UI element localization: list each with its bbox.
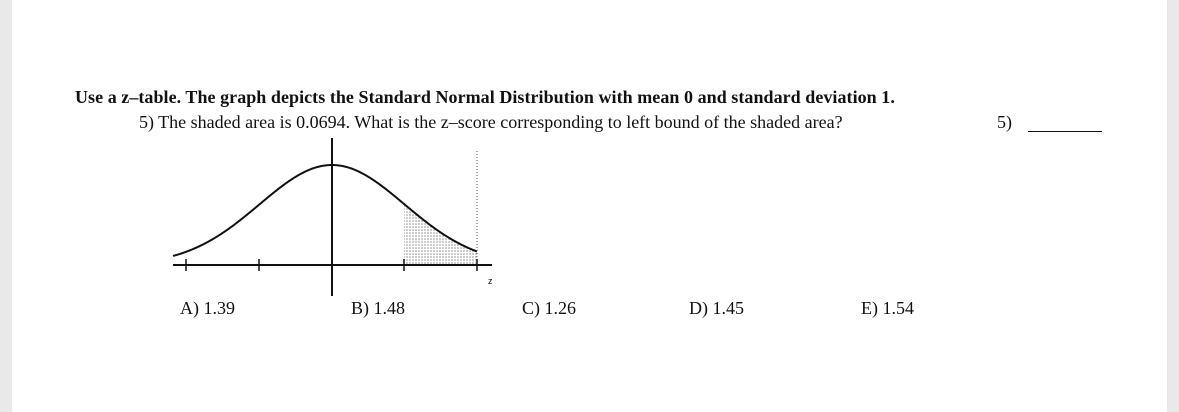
instructions-text: Use a z–table. The graph depicts the Sta… — [75, 87, 895, 107]
choice-d[interactable]: D) 1.45 — [689, 298, 744, 318]
bell-curve — [172, 163, 478, 257]
choice-e[interactable]: E) 1.54 — [861, 298, 914, 318]
axis-ticks — [185, 259, 478, 271]
axis-label-z: z — [488, 276, 493, 286]
answer-blank-line[interactable] — [1028, 131, 1102, 132]
choice-c[interactable]: C) 1.26 — [522, 298, 576, 318]
normal-distribution-graph: z — [172, 138, 493, 296]
question-text: 5) The shaded area is 0.0694. What is th… — [139, 112, 843, 132]
answer-label: 5) — [997, 112, 1012, 132]
choice-b[interactable]: B) 1.48 — [351, 298, 405, 318]
worksheet-page: Use a z–table. The graph depicts the Sta… — [12, 0, 1167, 412]
choice-a[interactable]: A) 1.39 — [180, 298, 235, 318]
